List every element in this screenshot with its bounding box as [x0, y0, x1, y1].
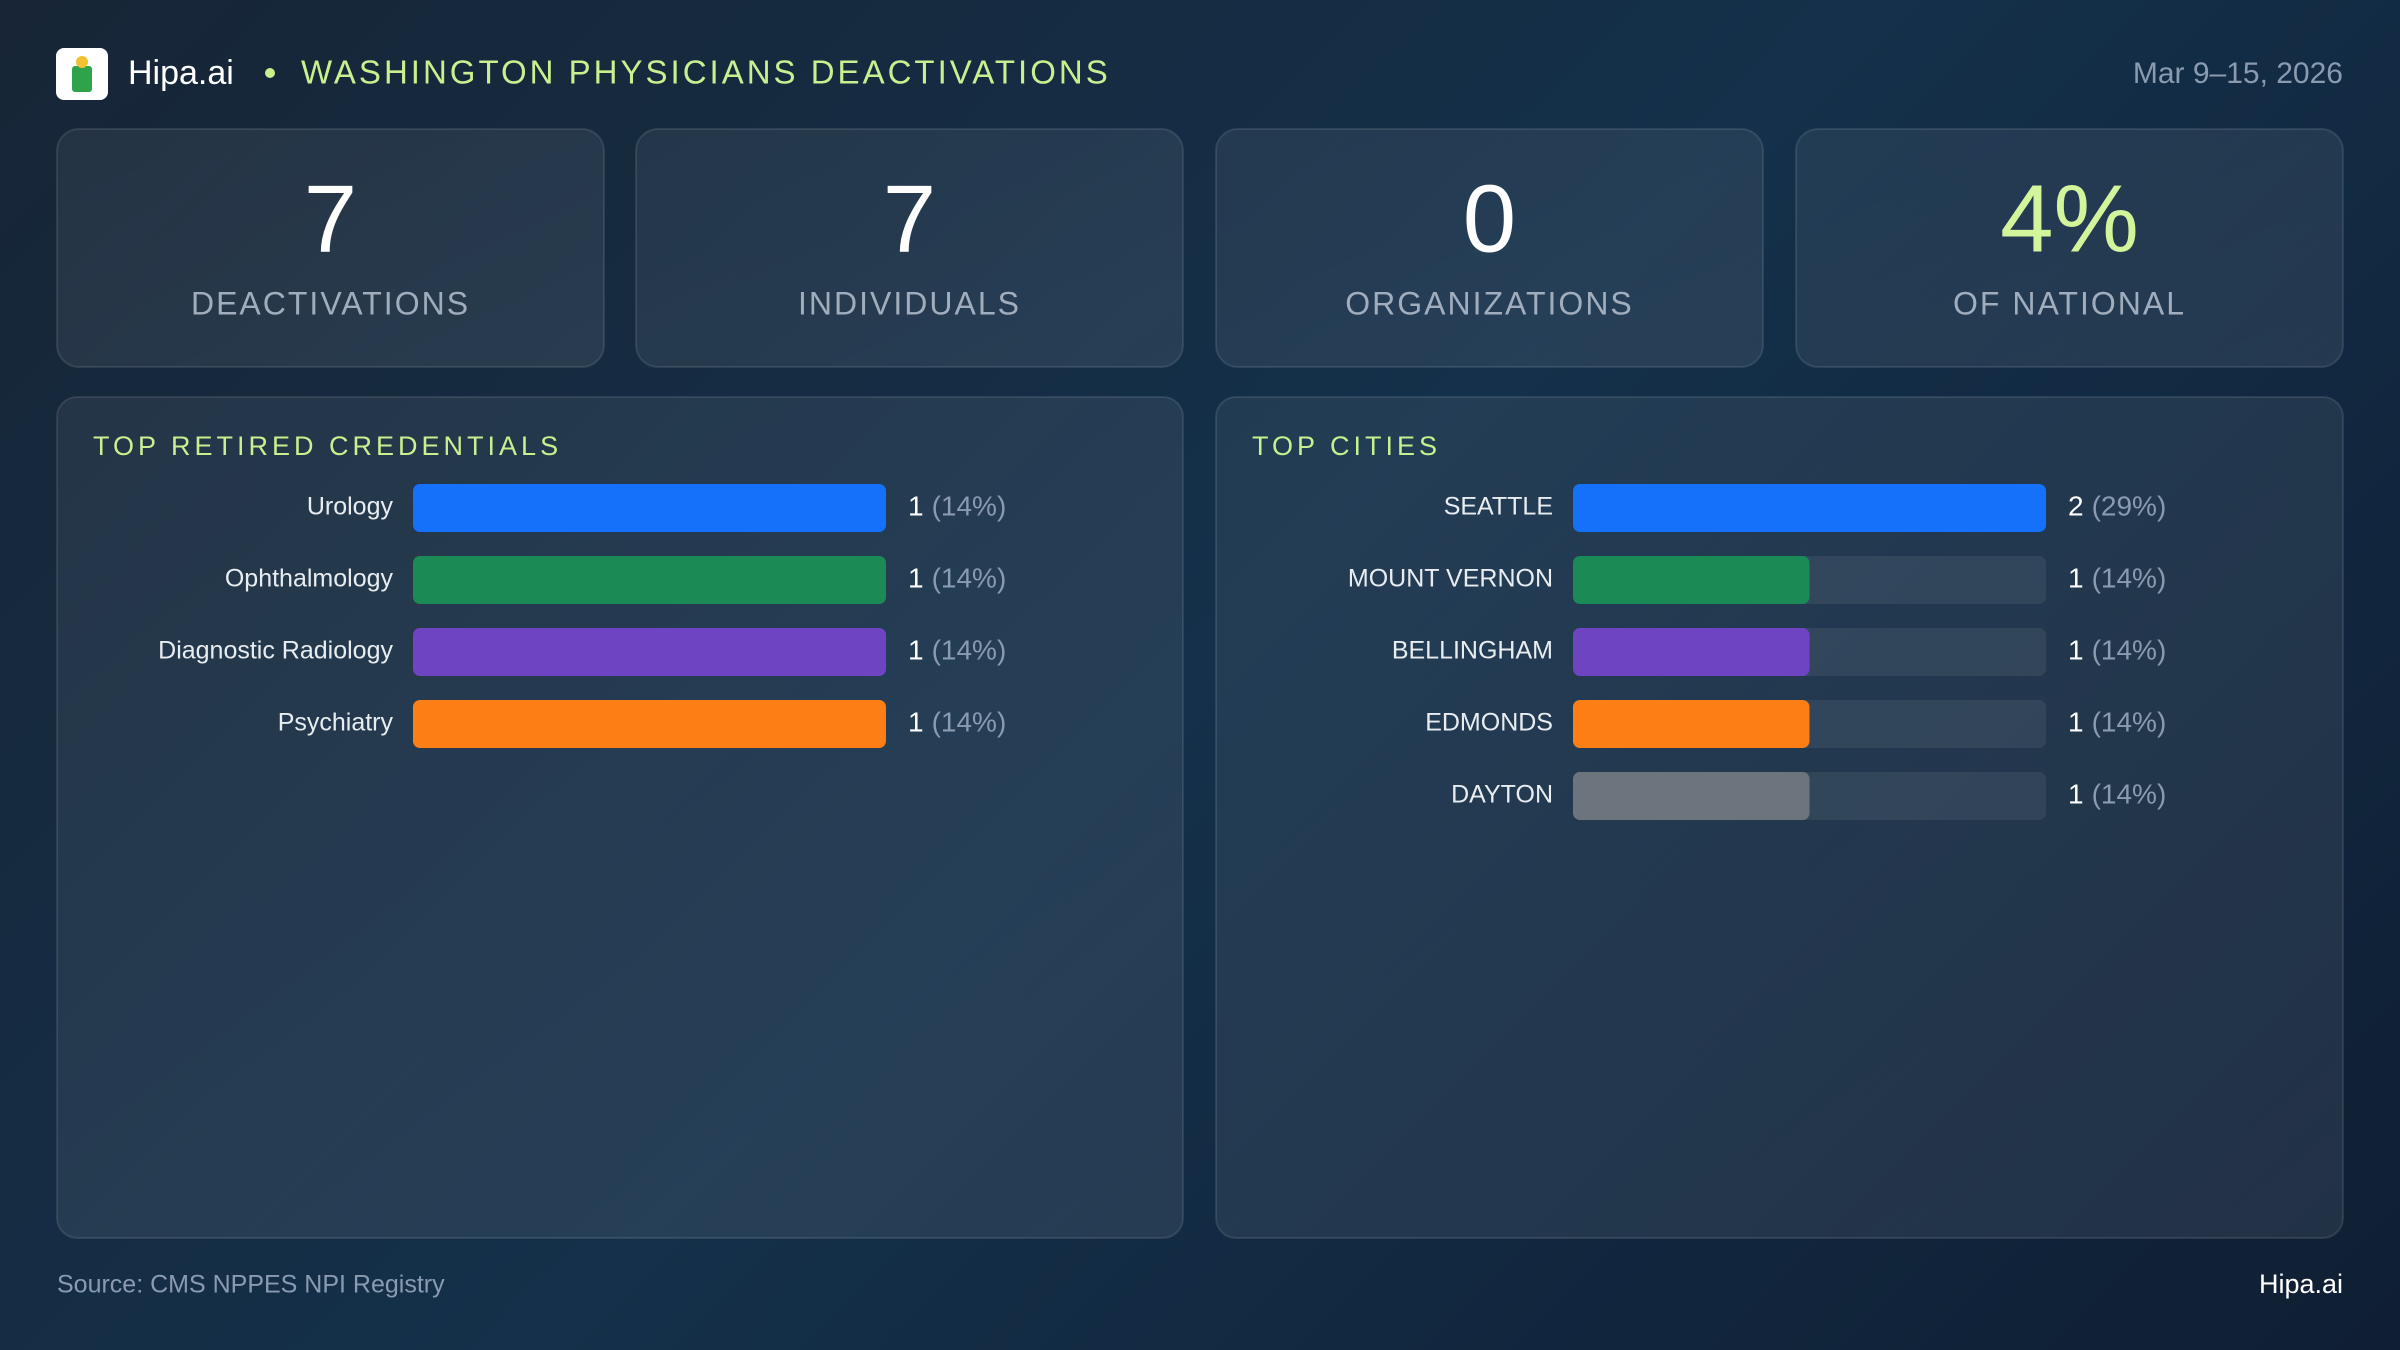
kpi-row: 7 DEACTIVATIONS 7 INDIVIDUALS 0 ORGANIZATIONS… — [56, 128, 2344, 368]
category-label: Psychiatry — [278, 709, 394, 737]
category-label: BELLINGHAM — [1392, 637, 1553, 665]
value-label: 1 — [2068, 706, 2084, 737]
value-label: 1 — [908, 634, 924, 665]
percent-label: (14%) — [2092, 634, 2167, 665]
kpi-card — [1795, 128, 2344, 368]
category-label: Diagnostic Radiology — [158, 637, 393, 665]
category-label: Ophthalmology — [225, 565, 394, 593]
category-label: EDMONDS — [1425, 709, 1553, 737]
kpi-label: OF NATIONAL — [1953, 285, 2186, 321]
bar — [1573, 484, 2046, 532]
page-title: WASHINGTON PHYSICIANS DEACTIVATIONS — [301, 54, 1111, 91]
panel-title: TOP CITIES — [1252, 431, 1441, 461]
category-label: DAYTON — [1451, 781, 1553, 809]
bar — [413, 628, 886, 676]
logo — [56, 48, 108, 100]
percent-label: (14%) — [932, 562, 1007, 593]
kpi-card — [56, 128, 605, 368]
value-label: 1 — [2068, 778, 2084, 809]
panels: TOP RETIRED CREDENTIALS Urology 1 (14%) Opht… — [56, 396, 2344, 1239]
value-label: 1 — [908, 706, 924, 737]
bar — [1573, 700, 1810, 748]
source-note: Source: CMS NPPES NPI Registry — [57, 1271, 445, 1299]
category-label: SEATTLE — [1444, 493, 1553, 521]
kpi-value: 7 — [883, 165, 936, 272]
kpi-card — [635, 128, 1184, 368]
kpi-card — [1215, 128, 1764, 368]
category-label: MOUNT VERNON — [1348, 565, 1553, 593]
value-label: 2 — [2068, 490, 2084, 521]
bar — [1573, 772, 1810, 820]
panel — [56, 396, 1184, 1239]
kpi-value: 0 — [1463, 165, 1516, 272]
date-range: Mar 9–15, 2026 — [2133, 57, 2343, 90]
bar — [1573, 556, 1810, 604]
kpi-label: DEACTIVATIONS — [191, 285, 470, 321]
value-label: 1 — [2068, 562, 2084, 593]
separator-dot — [265, 68, 275, 78]
percent-label: (14%) — [932, 634, 1007, 665]
percent-label: (14%) — [932, 706, 1007, 737]
percent-label: (29%) — [2092, 490, 2167, 521]
value-label: 1 — [908, 562, 924, 593]
percent-label: (14%) — [2092, 562, 2167, 593]
kpi-label: INDIVIDUALS — [798, 285, 1021, 321]
percent-label: (14%) — [932, 490, 1007, 521]
panel-title: TOP RETIRED CREDENTIALS — [93, 431, 562, 461]
bar — [413, 484, 886, 532]
footer-brand: Hipa.ai — [2259, 1269, 2343, 1299]
kpi-value: 7 — [304, 165, 357, 272]
bar — [413, 556, 886, 604]
kpi-value: 4% — [2000, 165, 2139, 272]
bar — [1573, 628, 1810, 676]
category-label: Urology — [307, 493, 394, 521]
value-label: 1 — [908, 490, 924, 521]
percent-label: (14%) — [2092, 778, 2167, 809]
value-label: 1 — [2068, 634, 2084, 665]
percent-label: (14%) — [2092, 706, 2167, 737]
bar — [413, 700, 886, 748]
brand: Hipa.ai — [128, 54, 234, 92]
kpi-label: ORGANIZATIONS — [1345, 285, 1634, 321]
